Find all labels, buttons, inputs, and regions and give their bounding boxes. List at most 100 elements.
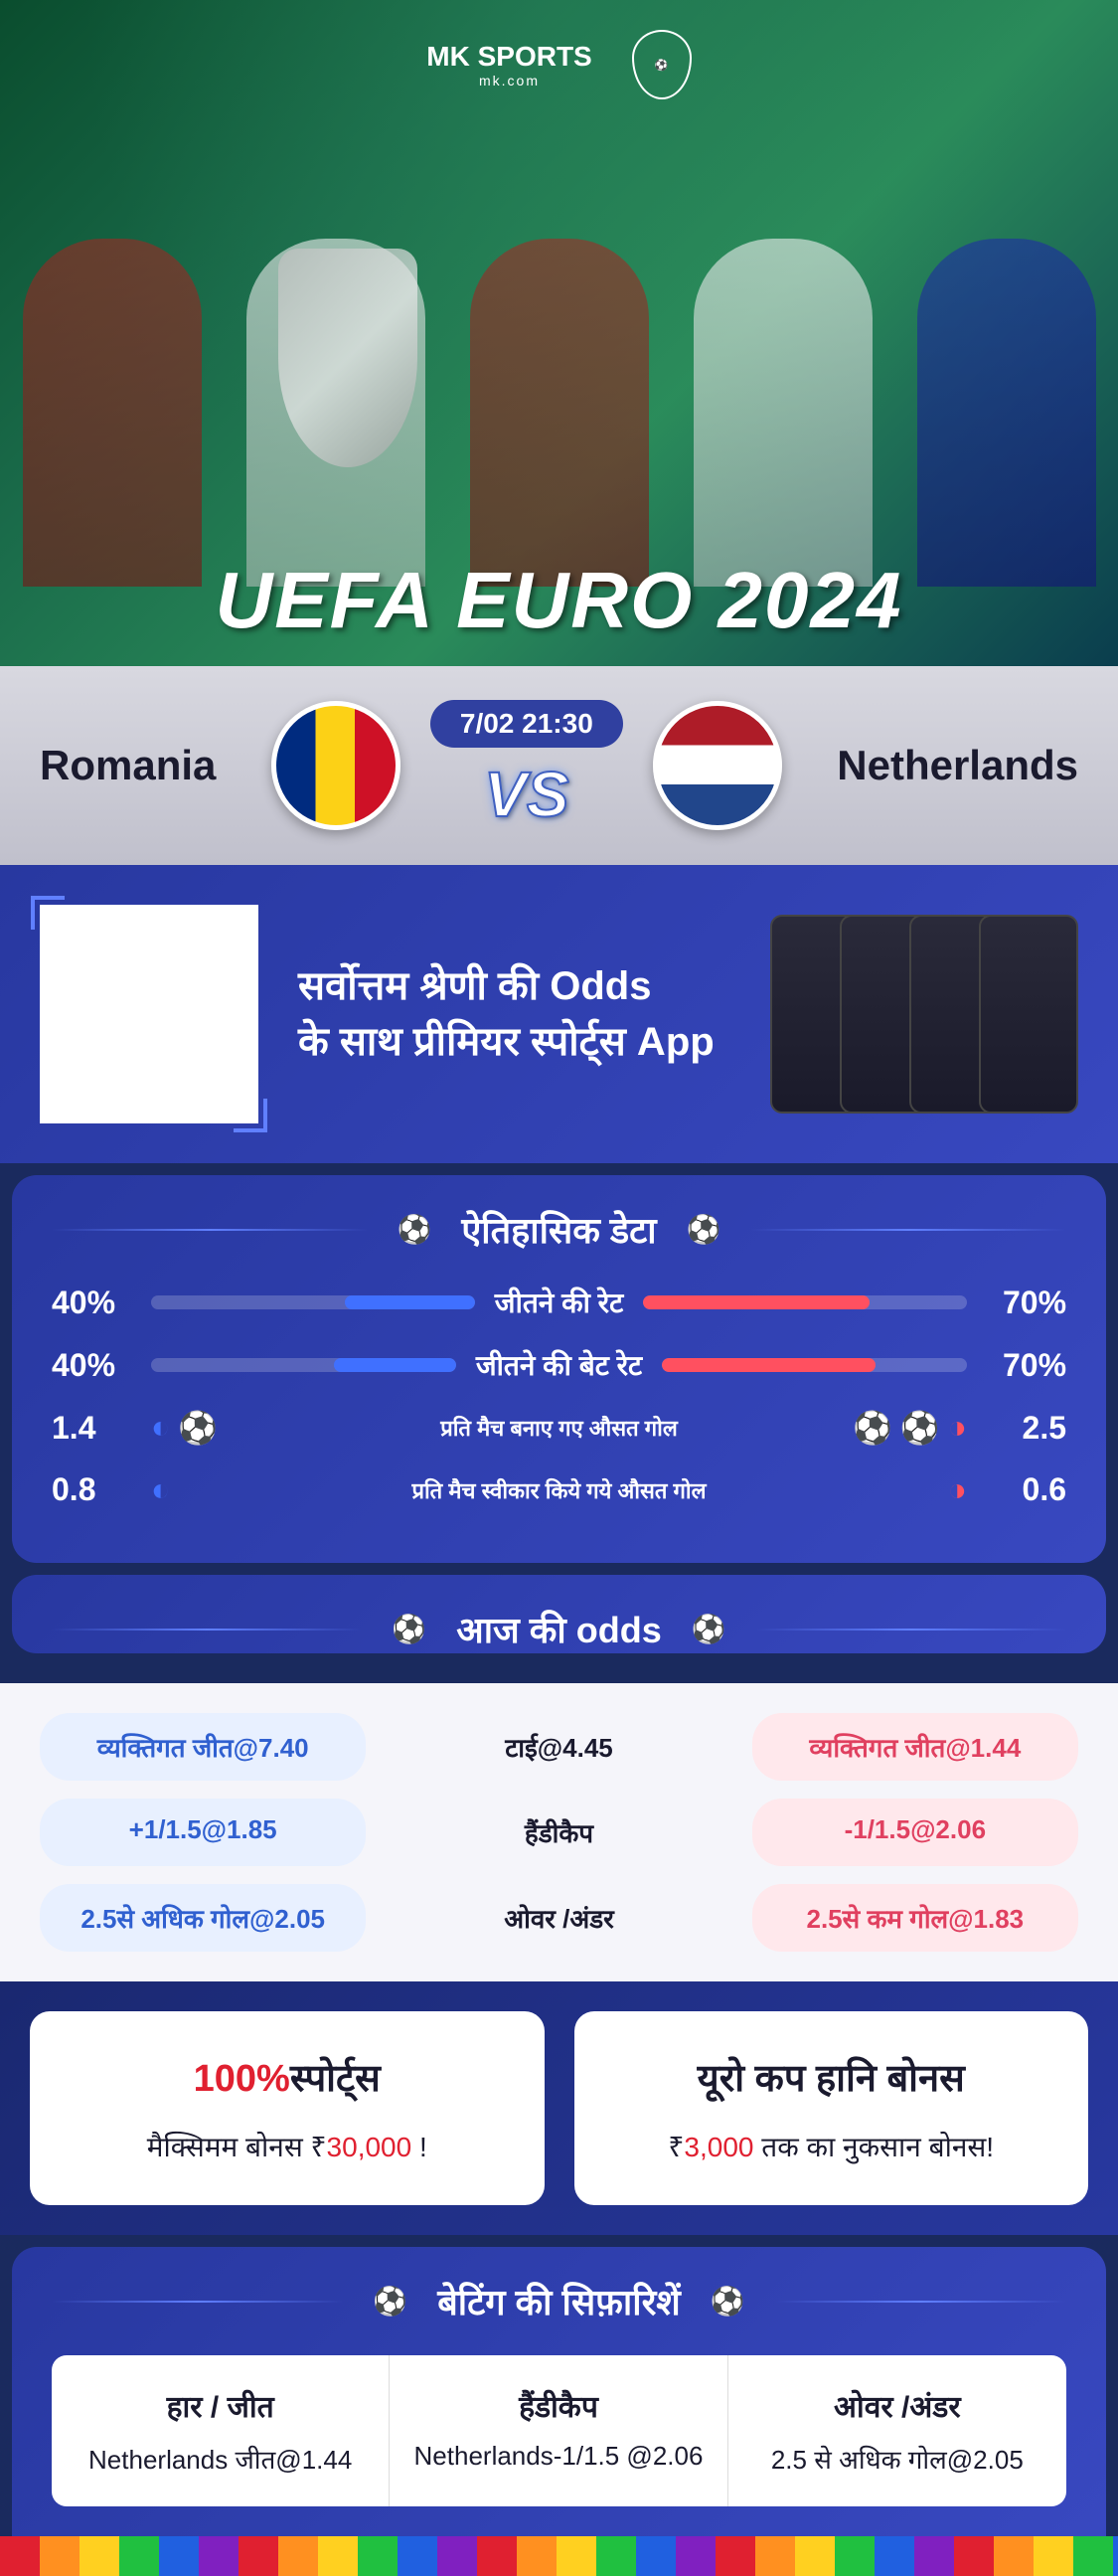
section-header: ⚽ ऐतिहासिक डेटा ⚽: [52, 1205, 1066, 1254]
stat-row: 0.8 ◐ प्रति मैच स्वीकार किये गये औसत गोल ◑ 0…: [52, 1471, 1066, 1508]
match-bar: Romania 7/02 21:30 VS Netherlands: [0, 666, 1118, 865]
rec-head: हैंडीकैप: [409, 2385, 707, 2426]
bonus-amount: 30,000: [327, 2132, 412, 2162]
recommendation-cell[interactable]: ओवर /अंडर 2.5 से अधिक गोल@2.05: [728, 2355, 1066, 2506]
hero-players: [0, 189, 1118, 587]
bonus-sub-post: तक का नुकसान बोनस!: [754, 2132, 995, 2162]
section-header: ⚽ बेटिंग की सिफ़ारिशें ⚽: [52, 2277, 1066, 2325]
player-silhouette: [470, 239, 649, 587]
historical-rows: 40%जीतने की रेट70%40%जीतने की बेट रेट70%…: [52, 1284, 1066, 1508]
vs-block: 7/02 21:30 VS: [430, 700, 623, 831]
hero-banner: MK SPORTS mk.com ⚽ UEFA EURO 2024: [0, 0, 1118, 666]
rec-head: हार / जीत: [72, 2385, 369, 2426]
goal-icons: ◐: [151, 1471, 392, 1508]
stat-value-right: 0.6: [987, 1471, 1066, 1508]
recommendation-cell[interactable]: हैंडीकैप Netherlands-1/1.5 @2.06: [390, 2355, 727, 2506]
odds-pill-left[interactable]: +1/1.5@1.85: [40, 1799, 366, 1866]
vs-text: VS: [484, 758, 568, 831]
rec-head: ओवर /अंडर: [748, 2385, 1046, 2426]
ball-icon: ⚽: [398, 1213, 432, 1246]
bonus-sub-pre: ₹: [668, 2132, 684, 2162]
recommendations-title: बेटिंग की सिफ़ारिशें: [437, 2277, 681, 2325]
stat-label: जीतने की बेट रेट: [476, 1346, 642, 1384]
phone-mockup: [979, 915, 1078, 1114]
odds-pill-right[interactable]: व्यक्तिगत जीत@1.44: [752, 1713, 1078, 1781]
footer-color-stripe: [0, 2536, 1118, 2576]
flag-romania-icon: [271, 701, 400, 830]
player-silhouette: [694, 239, 873, 587]
recommendations-section: ⚽ बेटिंग की सिफ़ारिशें ⚽ हार / जीतNether…: [12, 2247, 1106, 2536]
stat-row: 1.4◐⚽प्रति मैच बनाए गए औसत गोल⚽⚽◑2.5: [52, 1409, 1066, 1447]
historical-title: ऐतिहासिक डेटा: [461, 1205, 656, 1254]
brand-logo: MK SPORTS mk.com: [426, 41, 591, 88]
match-center: 7/02 21:30 VS: [271, 700, 782, 831]
team-b-label: Netherlands: [837, 742, 1078, 789]
historical-section: ⚽ ऐतिहासिक डेटा ⚽ 40%जीतने की रेट70%40%ज…: [12, 1175, 1106, 1563]
qr-code-placeholder[interactable]: [40, 905, 258, 1123]
ball-icon: ⚽: [392, 1613, 426, 1645]
logo-mk: MK: [426, 41, 470, 72]
bonus-title-rest: स्पोर्ट्स: [290, 2058, 381, 2100]
stat-value-right: 70%: [987, 1347, 1066, 1384]
recommendations-grid: हार / जीतNetherlands जीत@1.44 हैंडीकैप Net…: [52, 2355, 1066, 2506]
player-silhouette: [917, 239, 1096, 587]
stat-bar-left: [151, 1358, 456, 1372]
half-ball-icon: ◑: [948, 1409, 967, 1447]
ball-icon: ⚽: [853, 1409, 892, 1447]
promo-text: सर्वोत्तम श्रेणी की Odds के साथ प्रीमियर…: [298, 958, 760, 1070]
flag-netherlands-icon: [653, 701, 782, 830]
logo-url: mk.com: [426, 73, 591, 88]
bonus-row: 100%स्पोर्ट्स मैक्सिमम बोनस ₹30,000 ! यू…: [0, 1981, 1118, 2235]
odds-pill-left[interactable]: 2.5से अधिक गोल@2.05: [40, 1884, 366, 1952]
goal-icons: ◑: [726, 1471, 967, 1508]
recommendation-cell[interactable]: हार / जीतNetherlands जीत@1.44: [52, 2355, 390, 2506]
half-ball-icon: ◐: [151, 1471, 170, 1508]
stat-bar-right: [662, 1358, 967, 1372]
ball-icon: ⚽: [900, 1409, 940, 1447]
bonus-sub-pre: मैक्सिमम बोनस ₹: [147, 2132, 327, 2162]
player-silhouette: [23, 239, 202, 587]
odds-pill-center: टाई@4.45: [396, 1713, 721, 1781]
logo-sports: SPORTS: [478, 41, 592, 72]
bonus-pct: 100%: [194, 2058, 290, 2100]
bonus-amount: 3,000: [684, 2132, 753, 2162]
section-header: ⚽ आज की odds ⚽: [52, 1605, 1066, 1653]
stat-value-left: 1.4: [52, 1410, 131, 1447]
bonus-subtitle: ₹3,000 तक का नुकसान बोनस!: [604, 2128, 1059, 2165]
bonus-card-sports[interactable]: 100%स्पोर्ट्स मैक्सिमम बोनस ₹30,000 !: [30, 2011, 545, 2205]
stat-row: 40%जीतने की बेट रेट70%: [52, 1346, 1066, 1384]
rec-value: 2.5 से अधिक गोल@2.05: [748, 2441, 1046, 2477]
stat-row: 40%जीतने की रेट70%: [52, 1284, 1066, 1321]
odds-grid: व्यक्तिगत जीत@7.40 टाई@4.45 व्यक्तिगत जीत@…: [0, 1683, 1118, 1981]
odds-pill-center: हैंडीकैप: [396, 1799, 721, 1866]
odds-pill-right[interactable]: 2.5से कम गोल@1.83: [752, 1884, 1078, 1952]
stat-bar-right: [643, 1295, 967, 1309]
half-ball-icon: ◐: [151, 1409, 170, 1447]
stat-label: प्रति मैच बनाए गए औसत गोल: [440, 1413, 678, 1443]
stat-value-right: 2.5: [987, 1410, 1066, 1447]
bonus-title: यूरो कप हानि बोनस: [604, 2051, 1059, 2103]
goal-icons: ◐⚽: [151, 1409, 420, 1447]
odds-title: आज की odds: [456, 1605, 661, 1653]
ball-icon: ⚽: [687, 1213, 721, 1246]
bonus-sub-post: !: [411, 2132, 427, 2162]
hero-title: UEFA EURO 2024: [216, 555, 903, 646]
stat-bar-left: [151, 1295, 475, 1309]
stat-value-left: 0.8: [52, 1471, 131, 1508]
rec-value: Netherlands-1/1.5 @2.06: [409, 2441, 707, 2472]
stat-label: प्रति मैच स्वीकार किये गये औसत गोल: [411, 1475, 706, 1505]
ball-icon: ⚽: [178, 1409, 218, 1447]
bonus-title: 100%स्पोर्ट्स: [60, 2051, 515, 2103]
logo-bar: MK SPORTS mk.com ⚽: [426, 30, 691, 99]
promo-line2: के साथ प्रीमियर स्पोर्ट्स App: [298, 1014, 760, 1070]
odds-grid-container: व्यक्तिगत जीत@7.40 टाई@4.45 व्यक्तिगत जीत@…: [0, 1683, 1118, 1981]
odds-section: ⚽ आज की odds ⚽: [12, 1575, 1106, 1653]
app-screenshots: [800, 915, 1078, 1114]
club-badge-icon: ⚽: [632, 30, 692, 99]
promo-line1: सर्वोत्तम श्रेणी की Odds: [298, 958, 760, 1014]
ball-icon: ⚽: [711, 2285, 745, 2318]
odds-pill-right[interactable]: -1/1.5@2.06: [752, 1799, 1078, 1866]
bonus-card-loss[interactable]: यूरो कप हानि बोनस ₹3,000 तक का नुकसान बो…: [574, 2011, 1089, 2205]
ball-icon: ⚽: [692, 1613, 726, 1645]
odds-pill-left[interactable]: व्यक्तिगत जीत@7.40: [40, 1713, 366, 1781]
